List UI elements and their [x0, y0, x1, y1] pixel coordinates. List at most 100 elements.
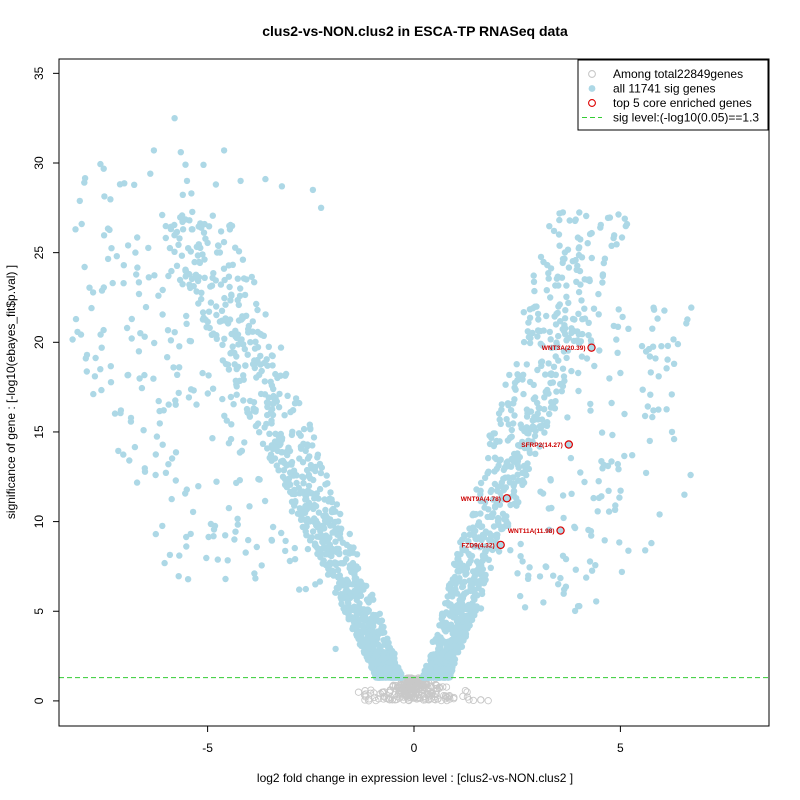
sig-gene-point	[561, 322, 568, 329]
sig-gene-point	[100, 165, 107, 172]
sig-gene-point	[363, 609, 370, 616]
sig-gene-point	[233, 479, 240, 487]
highlighted-gene-point	[496, 540, 505, 550]
sig-gene-point	[303, 505, 311, 513]
sig-gene-point	[655, 406, 662, 413]
sig-gene-point	[684, 316, 691, 323]
sig-gene-point	[228, 292, 235, 299]
sig-gene-point	[433, 665, 441, 673]
sig-gene-point	[447, 589, 455, 596]
nonsig-gene-point	[420, 696, 428, 704]
legend-box	[577, 59, 769, 131]
sig-gene-point	[269, 362, 276, 369]
sig-gene-point	[317, 554, 324, 561]
sig-gene-point	[545, 390, 552, 397]
sig-gene-point	[162, 234, 169, 242]
sig-gene-point	[254, 328, 261, 336]
sig-gene-point	[326, 541, 334, 549]
sig-gene-point	[193, 243, 200, 251]
sig-gene-point	[324, 480, 331, 487]
sig-gene-point	[299, 459, 307, 466]
sig-gene-point	[577, 338, 585, 345]
sig-gene-point	[81, 263, 88, 271]
sig-gene-point	[502, 474, 509, 481]
sig-gene-point	[337, 510, 344, 518]
sig-gene-point	[562, 307, 569, 314]
sig-gene-point	[288, 431, 296, 439]
sig-gene-point	[133, 271, 140, 278]
sig-gene-point	[376, 665, 384, 673]
sig-gene-point	[514, 570, 521, 577]
highlighted-gene-point	[587, 343, 596, 352]
sig-gene-point	[97, 331, 104, 338]
sig-gene-point	[268, 536, 275, 544]
sig-gene-point	[581, 276, 588, 283]
sig-gene-point	[107, 363, 115, 370]
sig-gene-point	[282, 547, 289, 555]
sig-gene-point	[151, 339, 158, 347]
sig-gene-point	[521, 427, 528, 435]
sig-gene-point	[507, 547, 514, 554]
x-axis-label: log2 fold change in expression level : […	[257, 771, 573, 785]
sig-gene-point	[537, 340, 544, 347]
sig-gene-point	[550, 363, 558, 370]
sig-gene-point	[176, 235, 183, 242]
sig-gene-point	[531, 432, 539, 440]
sig-gene-point	[480, 580, 488, 587]
sig-gene-point	[292, 395, 300, 402]
sig-gene-point	[198, 289, 205, 296]
sig-gene-point	[328, 552, 335, 560]
nonsig-gene-point	[461, 686, 470, 695]
sig-gene-point	[642, 469, 650, 477]
sig-gene-point	[284, 447, 291, 455]
sig-gene-point	[219, 341, 226, 348]
sig-gene-point	[159, 211, 166, 219]
sig-gene-point	[72, 226, 79, 233]
sig-gene-point	[283, 483, 291, 491]
sig-gene-point	[164, 354, 171, 361]
sig-gene-point	[541, 394, 548, 401]
sig-gene-point	[577, 281, 584, 288]
sig-gene-point	[573, 266, 580, 273]
sig-gene-point	[545, 360, 552, 367]
sig-gene-point	[262, 175, 269, 183]
sig-gene-point	[571, 607, 579, 615]
sig-gene-point	[505, 402, 512, 409]
sig-gene-point	[486, 440, 494, 448]
sig-gene-point	[565, 334, 572, 342]
sig-gene-point	[530, 395, 537, 403]
sig-gene-point	[155, 397, 162, 405]
sig-gene-point	[150, 375, 157, 382]
sig-gene-point	[315, 495, 322, 502]
sig-gene-point	[514, 471, 521, 478]
highlighted-gene-label: WNT9A(4.78)	[461, 496, 501, 503]
sig-gene-point	[189, 226, 196, 233]
sig-gene-point	[548, 399, 555, 406]
sig-gene-point	[648, 539, 655, 547]
sig-gene-point	[265, 343, 272, 350]
sig-gene-point	[619, 313, 626, 321]
sig-gene-point	[525, 465, 533, 473]
sig-gene-point	[555, 231, 563, 238]
sig-gene-point	[138, 384, 146, 392]
sig-gene-point	[543, 312, 550, 320]
sig-gene-point	[442, 673, 449, 680]
sig-gene-point	[495, 410, 503, 417]
sig-gene-point	[515, 499, 522, 506]
sig-gene-point	[213, 249, 221, 256]
sig-gene-point	[520, 338, 528, 346]
sig-gene-point	[336, 530, 344, 538]
sig-gene-point	[217, 228, 225, 235]
sig-gene-point	[517, 553, 524, 560]
nonsig-gene-point	[428, 689, 436, 697]
sig-gene-point	[320, 543, 328, 550]
sig-gene-point	[279, 457, 287, 464]
sig-gene-point	[128, 335, 135, 342]
sig-gene-point	[560, 514, 567, 522]
sig-gene-point	[156, 420, 163, 427]
sig-gene-point	[380, 656, 387, 663]
sig-gene-point	[128, 315, 135, 323]
sig-gene-point	[608, 399, 615, 407]
nonsig-gene-point	[391, 691, 399, 699]
sig-gene-point	[265, 394, 272, 401]
